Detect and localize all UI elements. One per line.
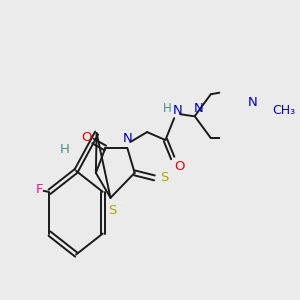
Text: O: O: [174, 160, 184, 173]
Text: CH₃: CH₃: [272, 104, 296, 117]
Text: S: S: [108, 204, 116, 217]
Text: F: F: [35, 183, 43, 196]
Text: N: N: [122, 132, 132, 145]
Text: S: S: [160, 171, 168, 184]
Text: H: H: [163, 102, 171, 115]
Text: N: N: [173, 104, 183, 117]
Text: N: N: [194, 102, 203, 115]
Text: O: O: [81, 130, 92, 144]
Text: H: H: [59, 142, 69, 155]
Text: N: N: [248, 96, 257, 109]
